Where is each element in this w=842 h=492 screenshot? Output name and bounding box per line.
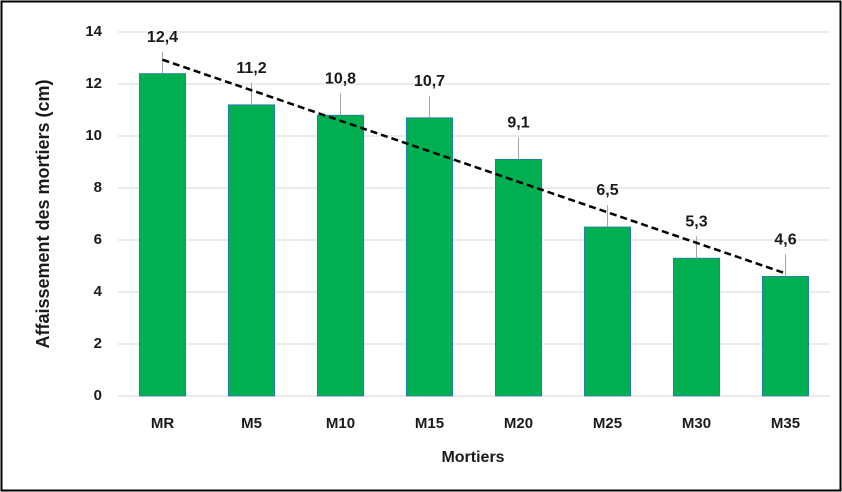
data-label: 9,1 [507,115,529,132]
x-tick-label: M15 [415,415,444,432]
x-axis-label: Mortiers [441,449,504,466]
x-tick-label: M30 [682,415,711,432]
bar [405,117,454,397]
x-tick-label: M10 [326,415,355,432]
bar [138,73,187,397]
y-tick-label: 12 [85,75,102,92]
data-label: 5,3 [685,213,707,230]
y-axis-label: Affaissement des mortiers (cm) [33,79,53,348]
bar [583,226,632,397]
y-tick-label: 2 [94,335,102,352]
x-tick-label: M20 [504,415,533,432]
x-tick-label: M5 [241,415,262,432]
y-tick-label: 4 [94,283,103,300]
bar [672,257,721,397]
bar [227,104,276,397]
data-label: 11,2 [236,60,266,77]
data-label: 12,4 [147,29,178,46]
y-tick-label: 8 [94,179,102,196]
x-tick-label: M35 [771,415,800,432]
bar [761,275,810,397]
y-tick-label: 0 [94,387,102,404]
data-label: 6,5 [596,182,618,199]
x-tick-label: MR [151,415,174,432]
bar [494,158,543,397]
y-tick-label: 6 [94,231,102,248]
data-label: 10,8 [325,70,356,87]
y-tick-label: 10 [85,127,102,144]
data-label: 10,7 [414,73,445,90]
x-tick-label: M25 [593,415,622,432]
y-tick-label: 14 [85,23,102,40]
bar [316,114,365,397]
data-label: 4,6 [774,232,796,249]
